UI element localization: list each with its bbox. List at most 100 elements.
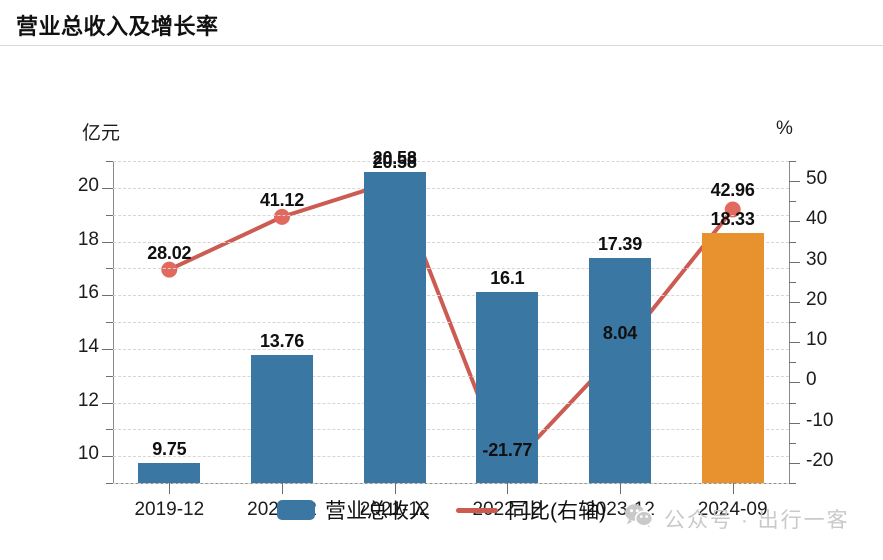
gridline bbox=[113, 429, 789, 431]
left-axis-tick bbox=[106, 375, 113, 377]
bar-2021-12[interactable] bbox=[363, 172, 426, 483]
legend-bar-swatch bbox=[277, 500, 315, 520]
right-axis-unit: % bbox=[776, 118, 793, 139]
wechat-icon bbox=[624, 503, 654, 534]
gridline bbox=[113, 214, 789, 216]
left-axis-unit: 亿元 bbox=[82, 123, 121, 144]
bar-2022-12[interactable] bbox=[476, 292, 539, 483]
right-axis-tick bbox=[789, 281, 796, 283]
line-value-label: 8.04 bbox=[602, 323, 638, 343]
gridline bbox=[113, 375, 789, 377]
bar-2020-12[interactable] bbox=[251, 355, 313, 483]
right-axis-label: -20 bbox=[806, 449, 834, 471]
bar-value-label: 20.58 bbox=[372, 148, 417, 169]
right-axis-label: 10 bbox=[806, 329, 828, 351]
bar-value-label: 9.75 bbox=[152, 438, 187, 459]
gridline bbox=[113, 295, 789, 297]
gridline bbox=[113, 483, 789, 484]
legend-line-swatch bbox=[456, 507, 498, 513]
left-axis-label: 14 bbox=[77, 335, 99, 357]
left-axis-tick bbox=[102, 295, 113, 297]
legend-label: 营业总收入 bbox=[325, 500, 430, 523]
gridline bbox=[113, 187, 789, 189]
header-divider bbox=[0, 45, 883, 46]
right-axis-label: 40 bbox=[806, 208, 828, 230]
category-tick bbox=[507, 483, 509, 494]
right-axis-label: 20 bbox=[806, 288, 828, 310]
gridline bbox=[113, 402, 789, 404]
left-axis-label: 20 bbox=[77, 174, 99, 196]
gridline bbox=[113, 322, 789, 323]
right-axis-label: 50 bbox=[806, 168, 828, 190]
left-axis-tick bbox=[102, 241, 113, 243]
right-axis-tick bbox=[789, 301, 800, 303]
category-tick bbox=[169, 483, 171, 494]
right-axis-label: 0 bbox=[806, 369, 817, 391]
right-axis-tick bbox=[789, 161, 796, 162]
left-axis-tick bbox=[106, 161, 113, 162]
left-axis-tick bbox=[102, 456, 113, 458]
left-axis-label: 12 bbox=[77, 389, 99, 411]
right-axis-tick bbox=[789, 362, 796, 364]
right-axis-tick bbox=[789, 201, 796, 203]
bar-2019-12[interactable] bbox=[138, 462, 201, 483]
bar-value-label: 13.76 bbox=[259, 331, 305, 352]
plot-area: 101214161820-20-10010203040502019-122020… bbox=[78, 148, 834, 520]
right-axis-label: 30 bbox=[806, 248, 828, 270]
chart-legend: 营业总收入 同比(右轴) bbox=[0, 490, 883, 530]
line-value-label: 42.96 bbox=[710, 180, 755, 201]
right-axis-tick bbox=[789, 241, 796, 243]
line-value-label: 41.12 bbox=[259, 189, 305, 210]
line-marker-2019-12[interactable] bbox=[161, 261, 178, 278]
page-header: 营业总收入及增长率 bbox=[0, 0, 883, 46]
right-axis-label: -10 bbox=[806, 409, 834, 431]
legend-item-1[interactable]: 同比(右轴) bbox=[456, 495, 606, 525]
left-axis-label: 10 bbox=[77, 443, 99, 465]
right-axis-tick bbox=[789, 422, 800, 424]
page-title: 营业总收入及增长率 bbox=[16, 14, 219, 39]
left-axis-tick bbox=[102, 348, 113, 350]
category-label: 2024-09 bbox=[697, 499, 768, 520]
right-axis-tick bbox=[789, 322, 796, 323]
bar-2024-09[interactable] bbox=[701, 232, 764, 483]
gridline bbox=[113, 161, 789, 162]
category-label: 2022-12 bbox=[472, 499, 543, 520]
bar-value-label: 16.1 bbox=[490, 268, 525, 289]
left-axis-tick bbox=[106, 322, 113, 323]
left-axis-tick bbox=[106, 214, 113, 216]
category-label: 2021-12 bbox=[359, 499, 430, 520]
line-marker-2020-12[interactable] bbox=[274, 208, 290, 225]
right-axis-tick bbox=[789, 181, 800, 183]
right-axis-tick bbox=[789, 382, 800, 384]
right-axis-tick bbox=[789, 221, 800, 223]
line-value-label: 20.58 bbox=[372, 152, 417, 173]
gridline bbox=[113, 348, 789, 350]
category-label: 2019-12 bbox=[134, 499, 205, 520]
left-axis-tick bbox=[102, 187, 113, 189]
gridline bbox=[113, 456, 789, 458]
watermark-text: 公众号 · 出行一客 bbox=[664, 508, 850, 532]
right-axis-tick bbox=[789, 342, 800, 344]
left-axis-tick bbox=[106, 429, 113, 431]
right-axis-tick bbox=[789, 462, 800, 464]
left-axis-tick bbox=[102, 402, 113, 404]
left-axis-tick bbox=[106, 483, 113, 484]
category-tick bbox=[732, 483, 734, 494]
category-tick bbox=[394, 483, 396, 494]
right-axis-tick bbox=[789, 483, 796, 484]
bar-value-label: 18.33 bbox=[710, 208, 755, 229]
chart-container: 亿元 % 10 12 14 16 18 20 -20 -10 0 10 20 30 40 50 2019-1… bbox=[0, 46, 883, 560]
category-tick bbox=[282, 483, 283, 494]
category-tick bbox=[620, 483, 621, 494]
left-axis-tick bbox=[106, 268, 113, 270]
left-axis-label: 18 bbox=[77, 228, 99, 250]
right-axis-tick bbox=[789, 442, 796, 444]
bar-value-label: 17.39 bbox=[597, 233, 643, 254]
right-axis-tick bbox=[789, 402, 796, 404]
legend-label: 同比(右轴) bbox=[508, 500, 606, 523]
watermark: 公众号 · 出行一客 bbox=[624, 503, 850, 534]
bar-2023-12[interactable] bbox=[589, 257, 651, 483]
right-axis-tick bbox=[789, 261, 800, 263]
legend-item-0[interactable]: 营业总收入 bbox=[277, 495, 430, 525]
